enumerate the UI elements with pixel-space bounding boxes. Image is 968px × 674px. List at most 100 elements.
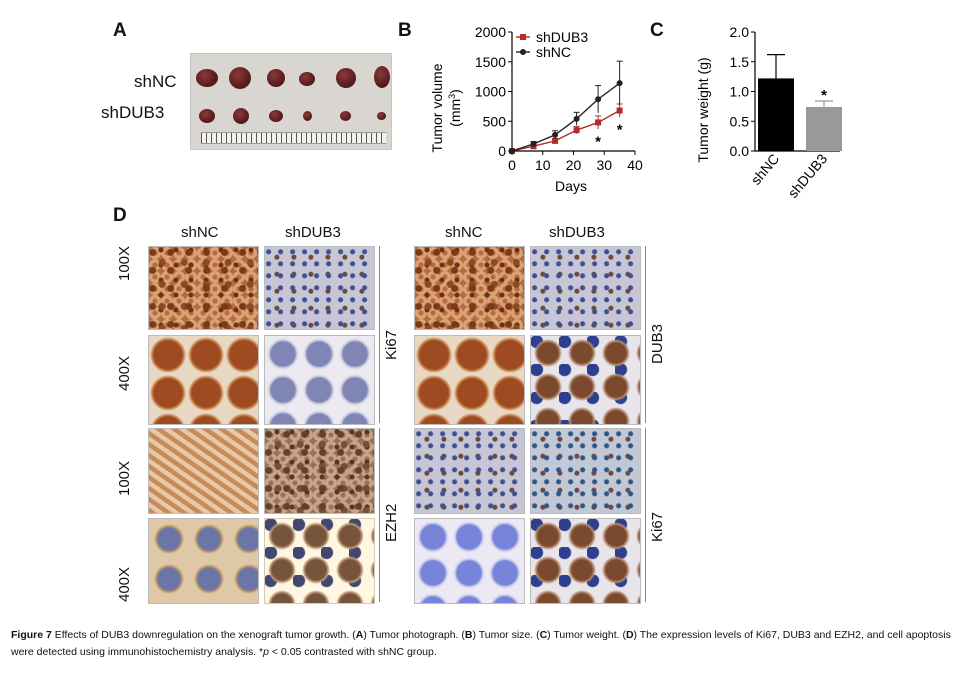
volume-y-tick-label: 1500	[475, 54, 506, 70]
marker-bracket-dub3	[645, 246, 646, 423]
tumor-shdub3-3	[269, 110, 283, 122]
weight-plot-area: 0.0 0.5 1.0 1.5 2.0 shNC shDUB3 *	[730, 24, 842, 201]
volume-x-tick-label: 10	[535, 157, 551, 173]
weight-bar-shNC	[758, 78, 794, 151]
marker-bracket-ki67-right	[645, 428, 646, 602]
significance-star: *	[595, 133, 601, 150]
ihc-col-right-shdub3: shDUB3	[549, 224, 605, 241]
ihc-ki67-shdub3-100x	[264, 246, 375, 330]
volume-series-line-shNC	[511, 82, 621, 152]
ihc-ki67b-shdub3-400x	[530, 518, 641, 604]
marker-label-ezh2: EZH2	[383, 503, 400, 542]
caption-ref-a: A	[355, 629, 364, 641]
volume-point-shDUB3	[573, 127, 580, 134]
caption-text-4: ) Tumor weight. (	[547, 629, 626, 641]
volume-y-axis-unit: (mm3)	[447, 89, 463, 127]
volume-point-shDUB3	[595, 119, 602, 126]
tumor-shnc-5	[336, 68, 356, 88]
ihc-ezh2-shnc-400x	[148, 518, 259, 604]
mag-label-400x-2: 400X	[116, 566, 133, 602]
ihc-ezh2-shdub3-400x	[264, 518, 375, 604]
caption-p: p	[263, 646, 269, 658]
panel-label-b: B	[398, 20, 412, 41]
ihc-ezh2-shnc-100x	[148, 428, 259, 514]
weight-y-tick-label: 1.0	[730, 84, 750, 100]
panel-label-c: C	[650, 20, 664, 41]
volume-y-axis-label: Tumor volume	[429, 63, 445, 152]
caption-ref-d: D	[625, 629, 634, 641]
marker-label-ki67-right: Ki67	[649, 511, 666, 542]
significance-star: *	[617, 122, 623, 139]
ihc-dub3-shdub3-100x	[530, 246, 641, 330]
ihc-ki67b-shdub3-100x	[530, 428, 641, 514]
ihc-col-left-shnc: shNC	[181, 224, 219, 241]
legend-marker-shNC	[520, 49, 526, 55]
volume-point-shNC	[595, 96, 602, 103]
marker-bracket-ki67	[379, 246, 380, 423]
weight-x-tick-label-shDUB3: shDUB3	[785, 150, 831, 200]
mag-label-400x-1: 400X	[116, 355, 133, 391]
volume-y-tick-label: 2000	[475, 24, 506, 40]
panel-label-d: D	[113, 205, 127, 226]
volume-point-shDUB3	[616, 107, 623, 114]
panel-label-a: A	[113, 20, 127, 41]
weight-bar-shDUB3	[806, 106, 842, 151]
tumor-shdub3-2	[233, 108, 249, 124]
weight-y-axis-label: Tumor weight (g)	[695, 57, 711, 162]
marker-label-ki67-left: Ki67	[383, 329, 400, 360]
mag-label-100x-1: 100X	[116, 245, 133, 281]
volume-y-tick-label: 0	[498, 143, 506, 159]
tumor-shdub3-6	[377, 112, 386, 120]
volume-point-shDUB3	[552, 137, 559, 144]
figure-caption: Figure 7 Effects of DUB3 downregulation …	[11, 627, 957, 661]
ihc-ki67b-shnc-100x	[414, 428, 525, 514]
tumor-weight-chart: Tumor weight (g) 0.0 0.5 1.0 1.5 2.0 shNC shDU…	[695, 24, 842, 201]
volume-point-shNC	[573, 115, 580, 122]
caption-lead: Figure 7	[11, 629, 52, 641]
volume-x-axis-label: Days	[555, 178, 587, 194]
caption-text-6: < 0.05 contrasted with shNC group.	[268, 646, 437, 658]
tumor-shnc-6	[374, 66, 390, 88]
volume-point-shNC	[616, 80, 623, 87]
marker-bracket-ezh2	[379, 428, 380, 602]
ihc-dub3-shnc-400x	[414, 335, 525, 425]
weight-significance-star: *	[821, 87, 827, 104]
volume-y-tick-label: 500	[483, 113, 507, 129]
volume-point-shNC	[530, 140, 537, 147]
volume-point-shNC	[552, 131, 559, 138]
ihc-col-left-shdub3: shDUB3	[285, 224, 341, 241]
volume-series-line-shDUB3	[511, 109, 620, 152]
caption-text-3: ) Tumor size. (	[472, 629, 540, 641]
legend-label-shNC: shNC	[536, 44, 571, 60]
weight-x-tick-label-shNC: shNC	[748, 151, 783, 188]
caption-text-2: ) Tumor photograph. (	[363, 629, 465, 641]
tumor-shnc-3	[267, 69, 285, 87]
marker-label-dub3: DUB3	[649, 323, 666, 364]
tumor-shdub3-5	[340, 111, 351, 121]
weight-y-tick-label: 0.0	[730, 143, 750, 159]
weight-y-tick-label: 1.5	[730, 54, 750, 70]
volume-y-tick-label: 1000	[475, 84, 506, 100]
tumor-photograph	[190, 53, 392, 150]
ihc-ezh2-shdub3-100x	[264, 428, 375, 514]
volume-point-shNC	[509, 148, 515, 154]
ihc-dub3-shdub3-400x	[530, 335, 641, 425]
mag-label-100x-2: 100X	[116, 460, 133, 496]
tumor-shnc-1	[196, 69, 218, 87]
ruler	[201, 132, 386, 144]
row-label-shnc: shNC	[134, 72, 177, 91]
ihc-ki67b-shnc-400x	[414, 518, 525, 604]
ihc-ki67-shdub3-400x	[264, 335, 375, 425]
legend-marker-shDUB3	[520, 34, 526, 40]
tumor-shdub3-4	[303, 111, 312, 121]
volume-x-tick-label: 20	[566, 157, 582, 173]
ihc-dub3-shnc-100x	[414, 246, 525, 330]
tumor-shnc-2	[229, 67, 251, 89]
weight-y-tick-label: 2.0	[730, 24, 750, 40]
caption-ref-c: C	[539, 629, 548, 641]
legend-label-shDUB3: shDUB3	[536, 29, 588, 45]
volume-x-tick-label: 0	[508, 157, 516, 173]
volume-x-tick-label: 30	[596, 157, 612, 173]
row-label-shdub3: shDUB3	[101, 103, 165, 122]
